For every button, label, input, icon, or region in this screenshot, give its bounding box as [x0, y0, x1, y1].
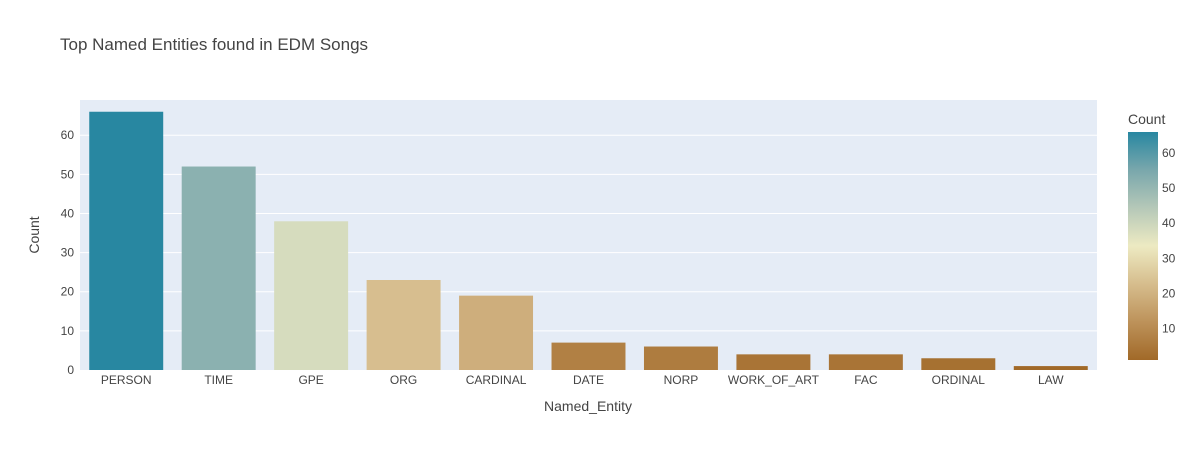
bar-time[interactable]: [181, 166, 256, 370]
x-tick-labels: PERSON TIME GPE ORG CARDINAL DATE NORP WORK_OF_…: [101, 373, 1064, 387]
x-tick-label: CARDINAL: [466, 373, 527, 387]
y-tick-labels: 0 10 20 30 40 50 60: [61, 128, 75, 377]
colorbar-tick-labels: 10 20 30 40 50 60: [1162, 146, 1176, 335]
colorbar-tick-label: 10: [1162, 321, 1176, 335]
y-tick-label: 40: [61, 206, 75, 220]
bar-law[interactable]: [1013, 366, 1088, 370]
bar-work-of-art[interactable]: [736, 354, 811, 370]
bar-cardinal[interactable]: [459, 295, 534, 370]
x-tick-label: FAC: [854, 373, 878, 387]
colorbar-tick-label: 40: [1162, 216, 1176, 230]
colorbar-gradient: [1128, 132, 1158, 360]
x-tick-label: DATE: [573, 373, 604, 387]
bar-ordinal[interactable]: [921, 358, 996, 370]
x-tick-label: WORK_OF_ART: [728, 373, 820, 387]
bar-person[interactable]: [89, 111, 164, 370]
x-tick-label: LAW: [1038, 373, 1064, 387]
colorbar: Count 10 20 30 40 50 60: [1128, 111, 1176, 360]
bars: [89, 111, 1088, 370]
y-tick-label: 20: [61, 285, 75, 299]
x-tick-label: TIME: [204, 373, 233, 387]
y-axis-title: Count: [26, 216, 42, 253]
colorbar-tick-label: 50: [1162, 181, 1176, 195]
x-tick-label: ORG: [390, 373, 417, 387]
bar-fac[interactable]: [828, 354, 903, 370]
colorbar-title: Count: [1128, 111, 1165, 127]
x-axis-title: Named_Entity: [544, 398, 632, 414]
bar-org[interactable]: [366, 280, 441, 370]
x-tick-label: GPE: [298, 373, 323, 387]
x-tick-label: ORDINAL: [932, 373, 986, 387]
colorbar-tick-label: 30: [1162, 251, 1176, 265]
chart-title: Top Named Entities found in EDM Songs: [60, 35, 368, 54]
colorbar-tick-label: 20: [1162, 286, 1176, 300]
bar-gpe[interactable]: [274, 221, 349, 370]
x-tick-label: PERSON: [101, 373, 152, 387]
y-tick-label: 60: [61, 128, 75, 142]
x-tick-label: NORP: [664, 373, 699, 387]
y-tick-label: 30: [61, 246, 75, 260]
bar-date[interactable]: [551, 342, 626, 370]
y-tick-label: 50: [61, 167, 75, 181]
colorbar-tick-label: 60: [1162, 146, 1176, 160]
y-tick-label: 0: [67, 363, 74, 377]
bar-norp[interactable]: [643, 346, 718, 370]
y-tick-label: 10: [61, 324, 75, 338]
